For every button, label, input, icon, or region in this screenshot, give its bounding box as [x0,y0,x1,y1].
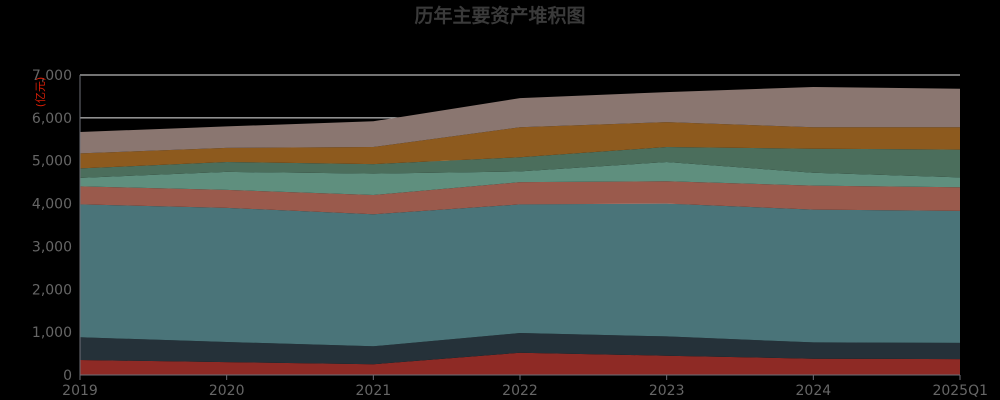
area-series-1 [80,352,960,375]
area-series-7 [80,122,960,169]
y-tick-label: 5,000 [32,154,72,170]
y-axis-unit-label: (亿元) [34,77,47,108]
x-tick-label: 2022 [502,383,538,399]
y-tick-label: 4,000 [32,197,72,213]
x-tick-label: 2024 [796,383,832,399]
x-tick-label: 2019 [62,383,98,399]
x-tick-label: 2025Q1 [932,383,988,399]
area-series-3 [80,203,960,347]
area-series [80,87,960,375]
y-tick-label: 1,000 [32,325,72,341]
area-series-2 [80,333,960,365]
x-tick-label: 2021 [356,383,392,399]
x-tick-label: 2020 [209,383,245,399]
x-tick-label: 2023 [649,383,685,399]
area-series-8 [80,87,960,154]
y-tick-label: 6,000 [32,111,72,127]
chart-title: 历年主要资产堆积图 [414,4,585,27]
axes: 0 1,000 2,000 3,000 4,000 5,000 6,000 7,000 2019… [32,68,988,399]
area-series-6 [80,147,960,178]
area-series-4 [80,181,960,215]
y-tick-label: 0 [63,368,72,384]
area-series-5 [80,162,960,195]
y-tick-label: 7,000 [32,68,72,84]
y-tick-label: 2,000 [32,282,72,298]
y-tick-label: 3,000 [32,239,72,255]
